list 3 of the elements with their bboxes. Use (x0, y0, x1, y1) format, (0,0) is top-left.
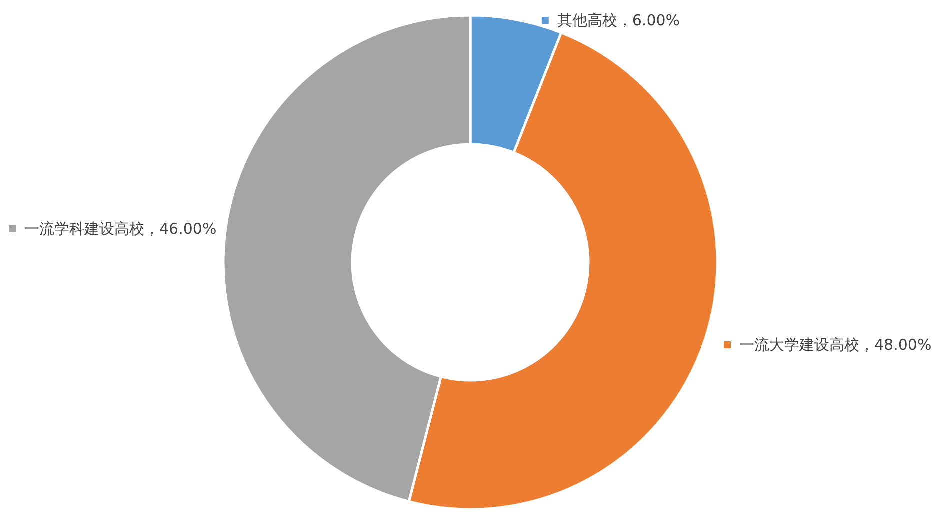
legend-label: 一流学科建设高校，46.00% (24, 220, 217, 238)
legend-label: 一流大学建设高校，48.00% (740, 336, 932, 354)
legend-label: 其他高校，6.00% (557, 12, 680, 30)
